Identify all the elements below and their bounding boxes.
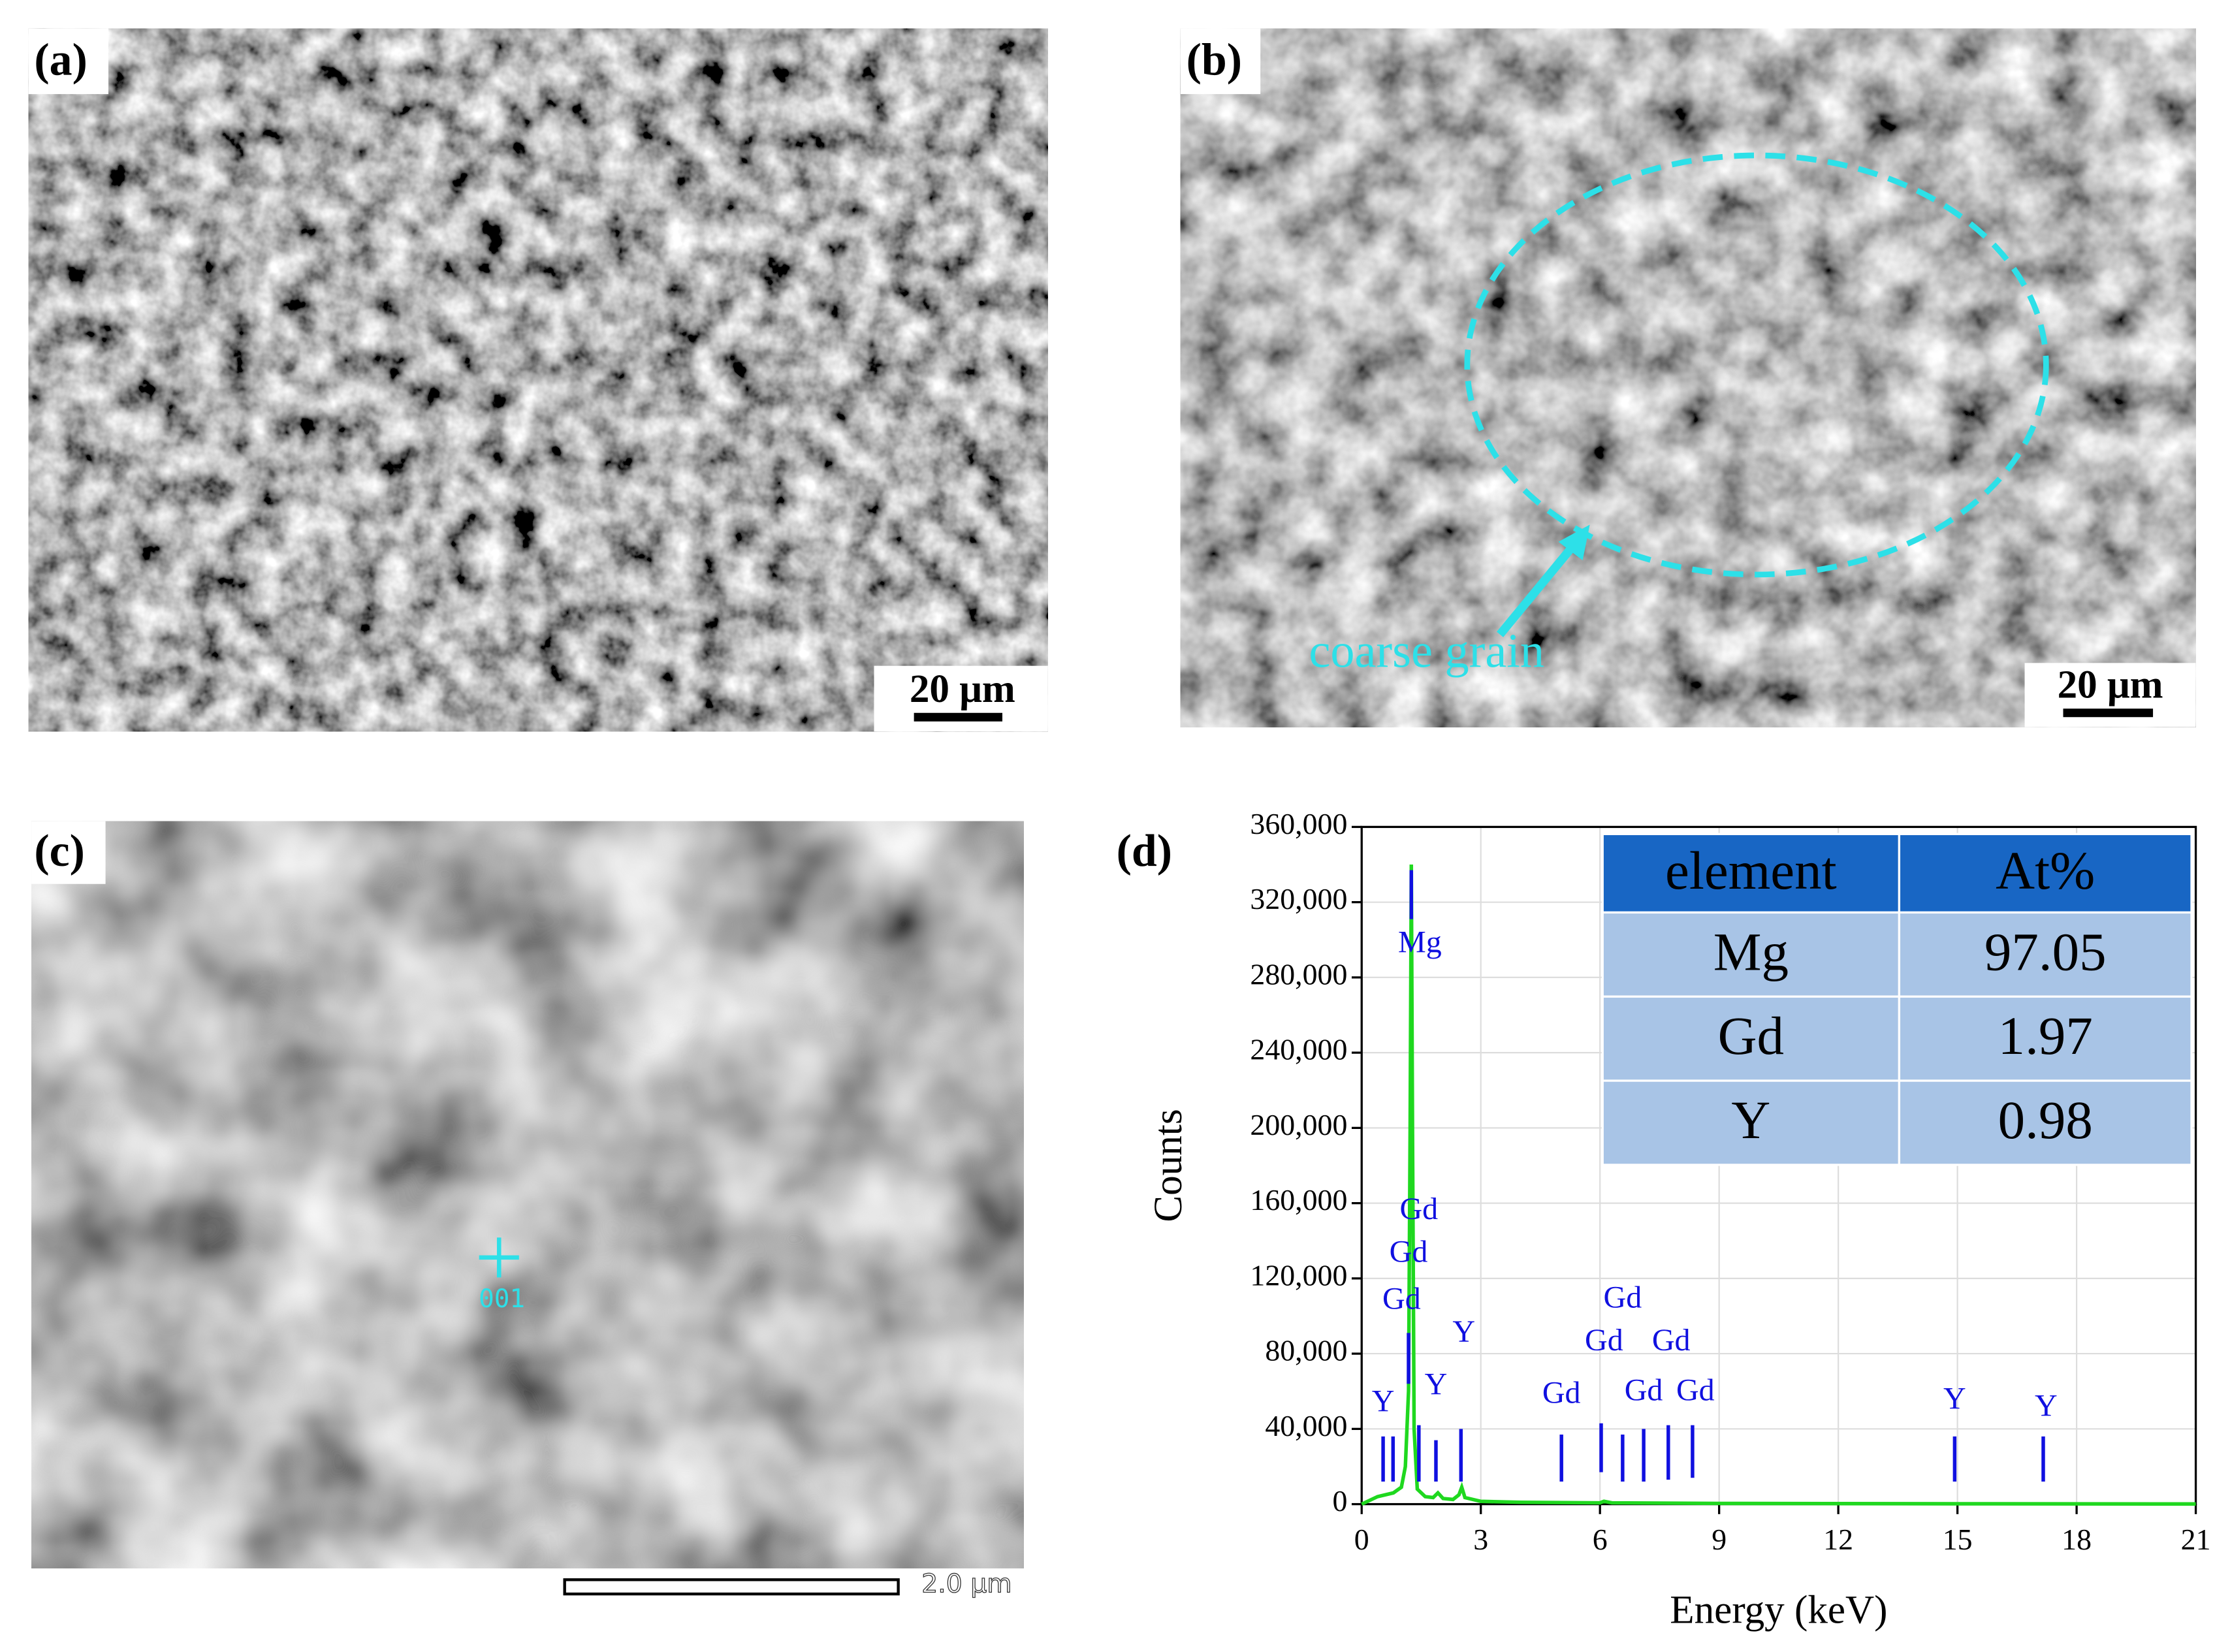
element-label: Gd (1382, 1282, 1421, 1316)
element-label: Gd (1542, 1376, 1581, 1410)
table-cell (1898, 911, 2193, 998)
sem-image (1180, 28, 2196, 727)
table-cell (1601, 995, 1901, 1082)
y-tick-label: 120,000 (1250, 1258, 1347, 1292)
y-axis-label: Counts (1147, 1109, 1190, 1222)
table-cell (1601, 911, 1901, 998)
panel-label: (a) (34, 35, 87, 85)
y-tick-label: 0 (1332, 1484, 1347, 1517)
element-label: Mg (1398, 925, 1442, 960)
table-value: Mg (1713, 921, 1789, 981)
table-header: element (1665, 840, 1837, 900)
y-tick-label: 240,000 (1250, 1033, 1347, 1066)
y-tick-label: 160,000 (1250, 1183, 1347, 1216)
panel-label: (b) (1187, 35, 1242, 85)
table-cell (1898, 1079, 2193, 1166)
annotation: coarse grain (1309, 624, 1544, 678)
x-tick-label: 9 (1712, 1523, 1727, 1556)
table-value: Gd (1718, 1006, 1784, 1066)
table-value: Y (1731, 1090, 1770, 1150)
element-label: Y (1425, 1367, 1448, 1402)
sem-image (28, 28, 1048, 732)
table-value: 0.98 (1998, 1090, 2093, 1150)
element-label: Gd (1390, 1234, 1428, 1269)
label-box (1180, 28, 1261, 95)
element-label: Y (1943, 1381, 1966, 1416)
x-tick-label: 6 (1593, 1523, 1608, 1556)
element-label: Y (1452, 1314, 1475, 1349)
element-label: Gd (1604, 1280, 1642, 1314)
point-label: 001 (479, 1284, 525, 1314)
element-label: Gd (1625, 1373, 1663, 1407)
scale-bar-label: 20 μm (910, 667, 1015, 711)
y-tick-label: 320,000 (1250, 882, 1347, 915)
spectrum-line (1361, 865, 2196, 1506)
point-marker (479, 1237, 519, 1278)
grain-outline (1464, 152, 2049, 578)
y-tick-label: 40,000 (1265, 1409, 1347, 1442)
x-tick-label: 15 (1943, 1523, 1973, 1556)
table-cell (1601, 1079, 1901, 1166)
y-tick-label: 80,000 (1265, 1334, 1347, 1367)
label-box (28, 28, 108, 95)
y-tick-label: 360,000 (1250, 807, 1347, 840)
label-box (31, 821, 106, 884)
table-value: 97.05 (1984, 921, 2107, 981)
table-cell (1898, 995, 2193, 1082)
x-tick-label: 21 (2181, 1523, 2211, 1556)
sem-image (31, 821, 1024, 1568)
arrow-head (1558, 524, 1590, 561)
scale-bar-label: 20 μm (2058, 663, 2163, 707)
table-value: 1.97 (1998, 1006, 2093, 1066)
x-tick-label: 18 (2062, 1523, 2092, 1556)
y-tick-label: 280,000 (1250, 957, 1347, 991)
element-label: Y (2035, 1388, 2058, 1423)
x-tick-label: 12 (1823, 1523, 1853, 1556)
panel-label: (c) (34, 826, 85, 876)
element-label: Gd (1399, 1192, 1438, 1226)
element-label: Gd (1652, 1323, 1691, 1358)
element-label: Gd (1676, 1373, 1715, 1407)
table-header: At% (1996, 840, 2095, 900)
table-header-cell (1601, 833, 1901, 914)
element-label: Gd (1585, 1323, 1623, 1358)
scale-bar-label: 2.0 μm (921, 1570, 1011, 1599)
scale-bar (563, 1578, 900, 1596)
y-tick-label: 200,000 (1250, 1108, 1347, 1141)
panel-label: (d) (1117, 826, 1172, 876)
x-tick-label: 0 (1354, 1523, 1369, 1556)
x-axis-label: Energy (keV) (1670, 1589, 1887, 1632)
x-tick-label: 3 (1473, 1523, 1488, 1556)
table-header-cell (1898, 833, 2193, 914)
element-label: Y (1372, 1384, 1395, 1419)
chart: 0 3 6 9 12 15 18 21 0 40,000 80,000 120,000 160,000 2… (1147, 807, 2211, 1632)
arrow (1496, 541, 1578, 637)
